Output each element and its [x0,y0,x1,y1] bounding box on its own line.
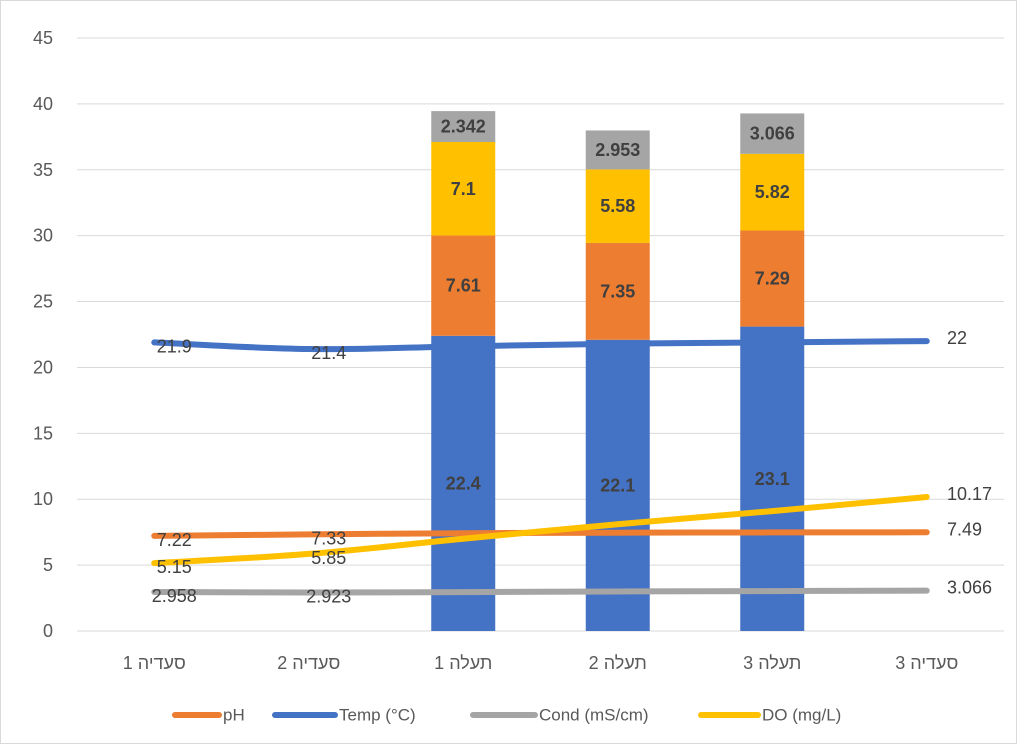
line-data-label: 7.49 [947,519,982,539]
series-line [151,493,930,567]
line-data-label: 22 [947,328,967,348]
line-data-label: 5.85 [311,548,346,568]
y-tick-label: 35 [33,160,53,180]
y-tick-label: 20 [33,357,53,377]
bar-data-label: 22.1 [600,475,635,495]
bar-segment [585,242,650,340]
x-category-label: סעדיה 3 [895,653,958,673]
x-category-label: סעדיה 2 [277,653,340,673]
y-tick-label: 40 [33,94,53,114]
bar-segment [740,113,805,154]
y-tick-label: 0 [43,621,53,641]
bar-data-label: 23.1 [755,469,790,489]
bar-segment [431,111,496,142]
bar-data-label: 7.61 [446,276,481,296]
line-data-label: 2.958 [152,586,197,606]
bar-data-label: 2.953 [595,140,640,160]
bar-data-label: 7.1 [451,179,476,199]
bar-segment [740,230,805,327]
bar-segment [585,169,650,243]
bar-data-label: 22.4 [446,473,481,493]
y-tick-label: 5 [43,555,53,575]
line-data-label: 21.9 [157,336,192,356]
bar-data-label: 2.342 [441,117,486,137]
y-tick-label: 10 [33,489,53,509]
line-data-label: 2.923 [306,586,351,606]
bar-data-label: 7.29 [755,269,790,289]
line-data-label: 10.17 [947,484,992,504]
x-category-label: תעלה 3 [743,653,801,673]
line-data-label: 7.22 [157,530,192,550]
bar-data-label: 5.82 [755,182,790,202]
bar-segment [431,235,496,336]
bar-segment [431,141,496,236]
series-line [151,338,930,353]
x-category-label: סעדיה 1 [123,653,186,673]
bar-segment [585,130,650,170]
bar-segment [585,339,650,631]
legend-label: pH [223,706,245,725]
y-tick-label: 15 [33,423,53,443]
legend-label: DO (mg/L) [762,706,841,725]
y-tick-label: 30 [33,226,53,246]
line-data-label: 5.15 [157,557,192,577]
bar-segment [431,335,496,631]
bar-data-label: 5.58 [600,196,635,216]
x-category-label: תעלה 1 [434,653,492,673]
line-data-label: 21.4 [311,343,346,363]
series-line [151,587,930,596]
legend-label: Temp (°C) [339,706,416,725]
bar-data-label: 3.066 [750,124,795,144]
legend-label: Cond (mS/cm) [539,706,649,725]
line-data-label: 3.066 [947,578,992,598]
bar-segment [740,326,805,631]
y-tick-label: 25 [33,292,53,312]
x-category-label: תעלה 2 [589,653,647,673]
bar-data-label: 7.35 [600,281,635,301]
bar-segment [740,153,805,231]
line-data-label: 7.33 [311,528,346,548]
y-tick-label: 45 [33,28,53,48]
